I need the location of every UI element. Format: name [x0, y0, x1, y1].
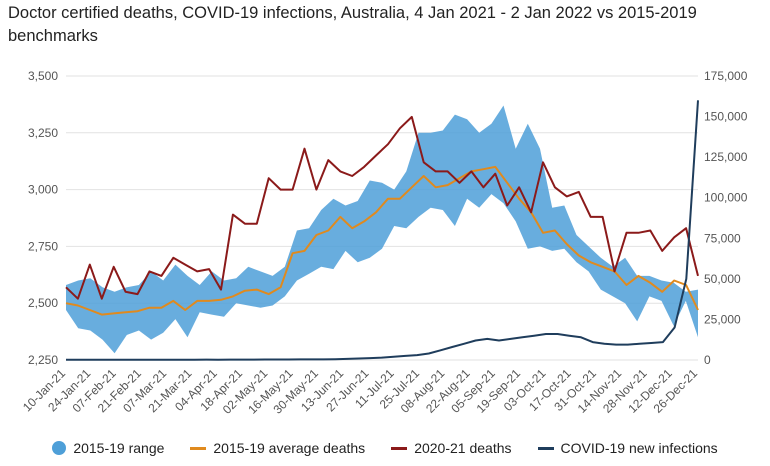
legend-deaths-label: 2020-21 deaths: [414, 440, 512, 456]
y-left-tick-label: 2,750: [28, 239, 58, 253]
legend-deaths-swatch: [391, 446, 408, 450]
legend-infections-swatch: [537, 446, 554, 450]
y-right-tick-label: 100,000: [704, 191, 748, 205]
legend-item-average: 2015-19 average deaths: [190, 440, 365, 456]
y-right-tick-label: 25,000: [704, 312, 741, 326]
legend-range-label: 2015-19 range: [73, 440, 165, 456]
y-left-tick-label: 3,000: [28, 183, 58, 197]
range-band: [66, 105, 698, 354]
series-line-covid-infections: [65, 100, 699, 361]
legend-average-label: 2015-19 average deaths: [213, 440, 366, 456]
legend-item-deaths: 2020-21 deaths: [391, 440, 512, 456]
series-line-average-deaths: [65, 165, 699, 316]
y-right-tick-label: 0: [704, 353, 711, 367]
legend-item-range: 2015-19 range: [52, 440, 164, 456]
series-line-deaths-2020-21: [65, 115, 699, 300]
y-right-tick-label: 125,000: [704, 150, 748, 164]
legend-average-swatch: [190, 446, 207, 450]
y-left-tick-label: 2,500: [28, 296, 58, 310]
chart-title: Doctor certified deaths, COVID-19 infect…: [8, 4, 697, 45]
y-right-tick-label: 75,000: [704, 231, 741, 245]
y-right-tick-label: 150,000: [704, 110, 748, 124]
y-right-tick-label: 50,000: [704, 272, 741, 286]
chart-legend: 2015-19 range 2015-19 average deaths 202…: [0, 440, 770, 456]
y-left-tick-label: 2,250: [28, 353, 58, 367]
legend-range-swatch: [52, 441, 67, 455]
y-right-tick-label: 175,000: [704, 69, 748, 83]
y-left-tick-label: 3,500: [28, 69, 58, 83]
y-left-tick-label: 3,250: [28, 126, 58, 140]
legend-infections-label: COVID-19 new infections: [560, 440, 718, 456]
legend-item-infections: COVID-19 new infections: [537, 440, 718, 456]
